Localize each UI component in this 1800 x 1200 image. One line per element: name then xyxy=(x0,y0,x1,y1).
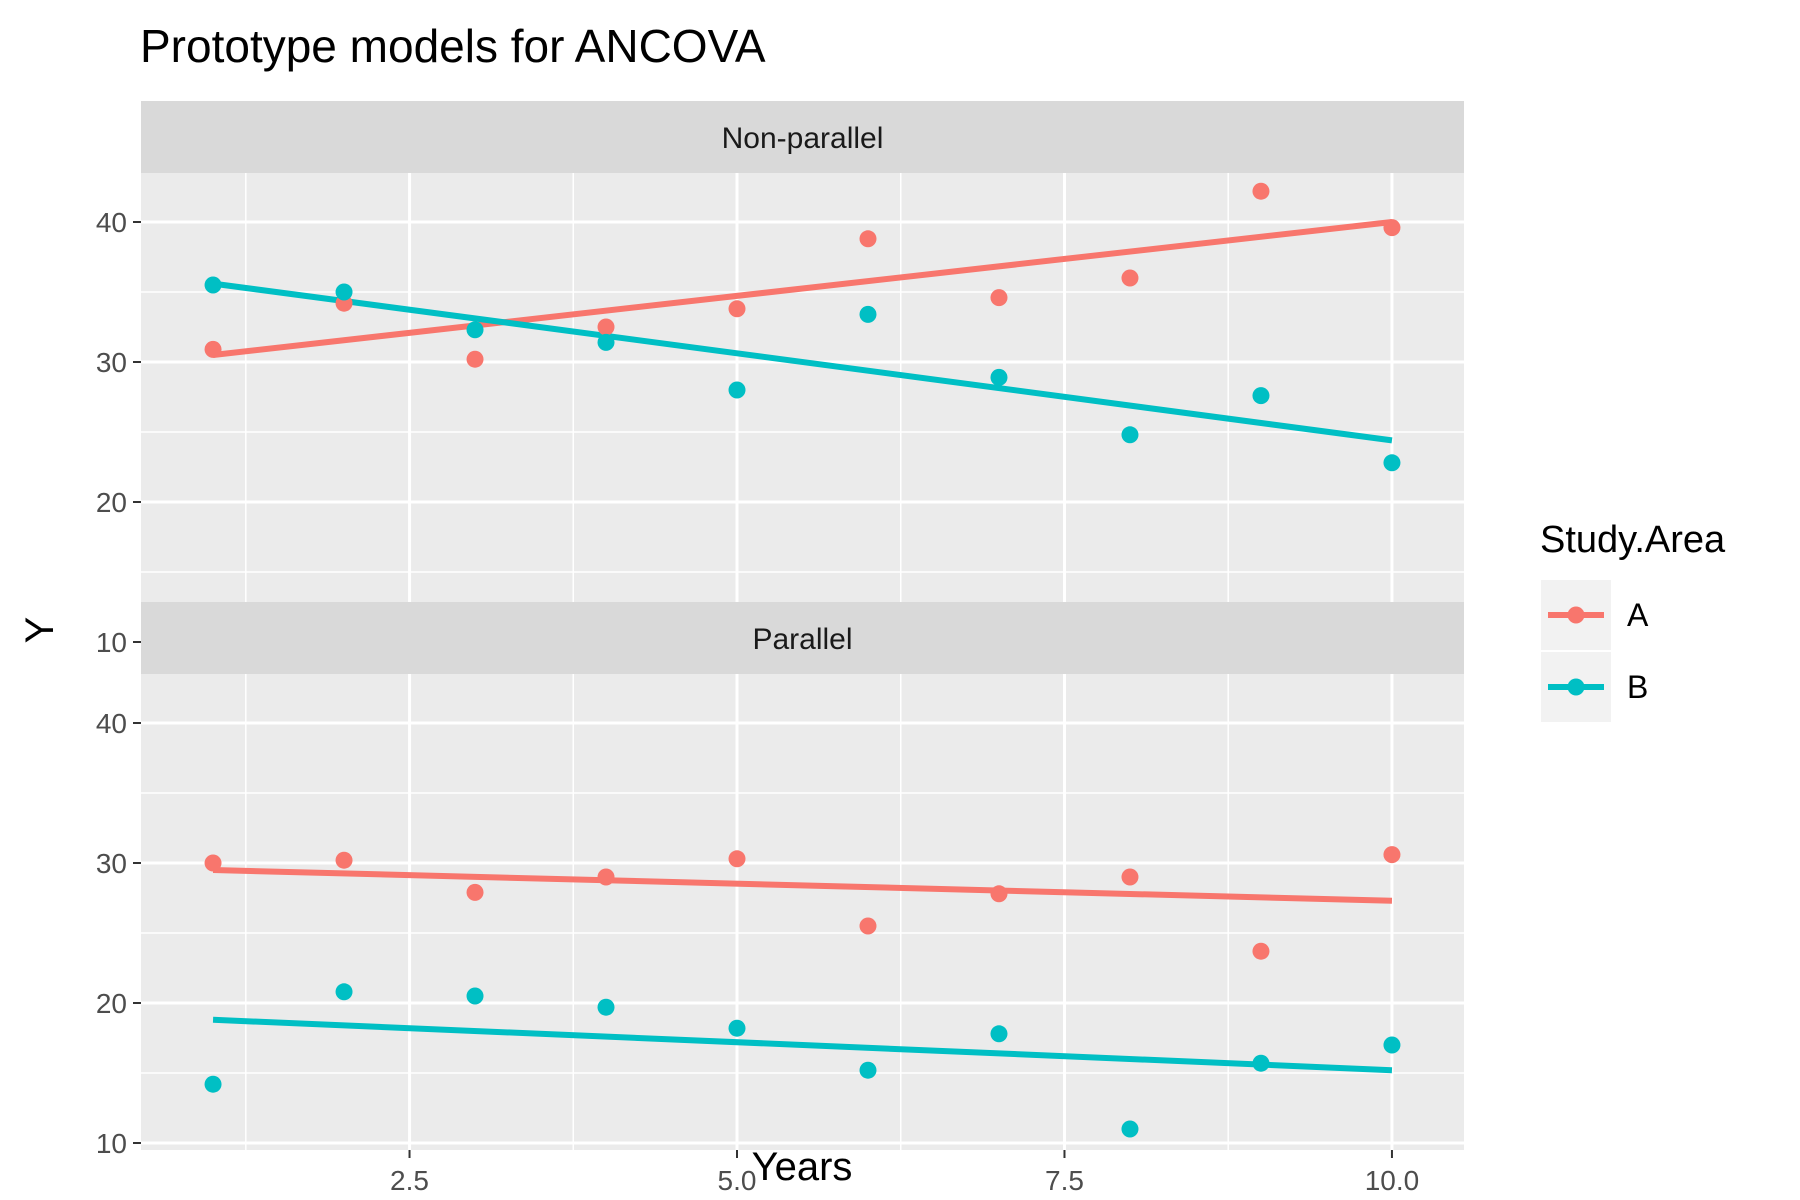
data-point-b xyxy=(1252,387,1270,405)
y-tick-label: 20 xyxy=(96,487,127,518)
x-tick-label: 5.0 xyxy=(718,1165,757,1196)
data-point-a xyxy=(335,851,353,869)
y-tick-label: 30 xyxy=(96,848,127,879)
data-point-b xyxy=(1121,426,1139,444)
y-tick-label: 40 xyxy=(96,708,127,739)
data-point-a xyxy=(1383,219,1401,237)
data-point-b xyxy=(335,983,353,1001)
legend-title: Study.Area xyxy=(1540,519,1726,561)
data-point-b xyxy=(1383,1036,1401,1054)
y-tick-label: 10 xyxy=(96,1128,127,1159)
legend-label: B xyxy=(1627,669,1648,705)
data-point-b xyxy=(728,381,746,399)
data-point-b xyxy=(990,368,1008,386)
data-point-a xyxy=(859,917,877,935)
facet-strip-label: Parallel xyxy=(752,623,852,656)
data-point-b xyxy=(204,1075,222,1093)
data-point-a xyxy=(204,340,222,358)
data-point-b xyxy=(859,305,877,323)
data-point-b xyxy=(597,998,615,1016)
legend-key-point xyxy=(1567,678,1585,696)
chart-title: Prototype models for ANCOVA xyxy=(140,20,766,72)
data-point-a xyxy=(597,318,615,336)
data-point-a xyxy=(990,885,1008,903)
x-axis: 2.5 5.0 7.5 10.0 xyxy=(390,1150,1419,1196)
y-tick-label: 10 xyxy=(96,627,127,658)
facet-panel-non-parallel: Non-parallel 10 20 30 40 xyxy=(96,101,1464,658)
y-axis-title: Y xyxy=(18,617,62,644)
fit-line-b xyxy=(212,280,1393,444)
data-point-a xyxy=(466,883,484,901)
data-point-a xyxy=(1121,269,1139,287)
data-point-b xyxy=(1383,454,1401,472)
data-point-a xyxy=(466,350,484,368)
data-point-b xyxy=(1121,1120,1139,1138)
data-point-a xyxy=(728,300,746,318)
data-point-a xyxy=(728,850,746,868)
legend-item-b: B xyxy=(1541,652,1648,722)
x-axis-title: Years xyxy=(752,1145,853,1189)
fit-line-a xyxy=(212,867,1393,904)
legend-label: A xyxy=(1627,597,1649,633)
data-point-b xyxy=(728,1019,746,1037)
facet-panels: Non-parallel 10 20 30 40 Parallel 10 20 30 40 xyxy=(96,101,1464,1159)
facet-strip xyxy=(141,101,1464,173)
legend-key-point xyxy=(1567,606,1585,624)
data-point-a xyxy=(597,868,615,886)
data-point-a xyxy=(1121,868,1139,886)
facet-panel-parallel: Parallel 10 20 30 40 xyxy=(96,602,1464,1159)
y-tick-label: 30 xyxy=(96,347,127,378)
data-point-b xyxy=(466,321,484,339)
data-point-a xyxy=(859,230,877,248)
legend: Study.Area AB xyxy=(1540,519,1726,722)
data-point-a xyxy=(204,854,222,872)
data-point-a xyxy=(990,289,1008,307)
x-tick-label: 2.5 xyxy=(390,1165,429,1196)
fit-line-a xyxy=(212,219,1393,358)
x-tick-label: 7.5 xyxy=(1045,1165,1084,1196)
y-tick-label: 40 xyxy=(96,207,127,238)
y-tick-label: 20 xyxy=(96,988,127,1019)
data-point-a xyxy=(1383,846,1401,864)
panel-background xyxy=(141,173,1464,649)
data-point-b xyxy=(204,276,222,294)
data-point-b xyxy=(466,987,484,1005)
data-point-b xyxy=(990,1025,1008,1043)
facet-strip xyxy=(141,602,1464,674)
data-point-b xyxy=(859,1061,877,1079)
data-point-a xyxy=(1252,942,1270,960)
panel-background xyxy=(141,674,1464,1150)
x-tick-label: 10.0 xyxy=(1365,1165,1420,1196)
data-point-b xyxy=(335,283,353,301)
data-point-b xyxy=(1252,1054,1270,1072)
data-point-a xyxy=(1252,182,1270,200)
legend-item-a: A xyxy=(1541,580,1649,650)
fit-line-b xyxy=(212,1016,1393,1074)
facet-strip-label: Non-parallel xyxy=(722,122,884,155)
data-point-b xyxy=(597,333,615,351)
